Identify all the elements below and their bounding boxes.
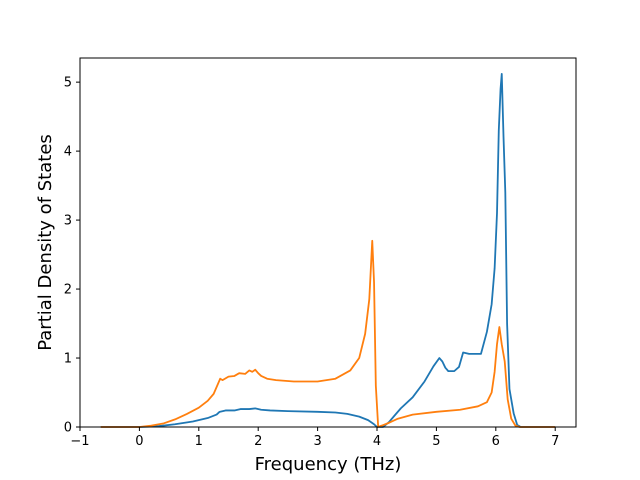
y-tick-label: 2 [64,283,72,298]
y-tick-label: 3 [64,214,72,229]
x-tick-label: 5 [432,434,440,449]
y-tick-label: 5 [64,76,72,91]
x-axis-label: Frequency (THz) [255,454,402,475]
y-tick-label: 0 [64,421,72,436]
x-tick-label: −1 [70,434,89,449]
x-tick-label: 3 [313,434,321,449]
x-tick-label: 0 [135,434,143,449]
y-tick-label: 1 [64,352,72,367]
x-tick-label: 7 [551,434,559,449]
series-line-2 [100,239,556,428]
x-tick-label: 4 [373,434,381,449]
x-axis-ticks: −1 0 1 2 3 4 5 6 7 [70,427,559,449]
x-tick-label: 2 [254,434,262,449]
series-layer [100,72,556,428]
plot-frame [79,57,577,428]
x-tick-label: 1 [195,434,203,449]
y-axis-label: Partial Density of States [35,134,56,351]
y-tick-label: 4 [64,145,72,160]
series-line-1 [100,72,556,428]
x-tick-label: 6 [492,434,500,449]
y-axis-ticks: 0 1 2 3 4 5 [64,76,80,436]
